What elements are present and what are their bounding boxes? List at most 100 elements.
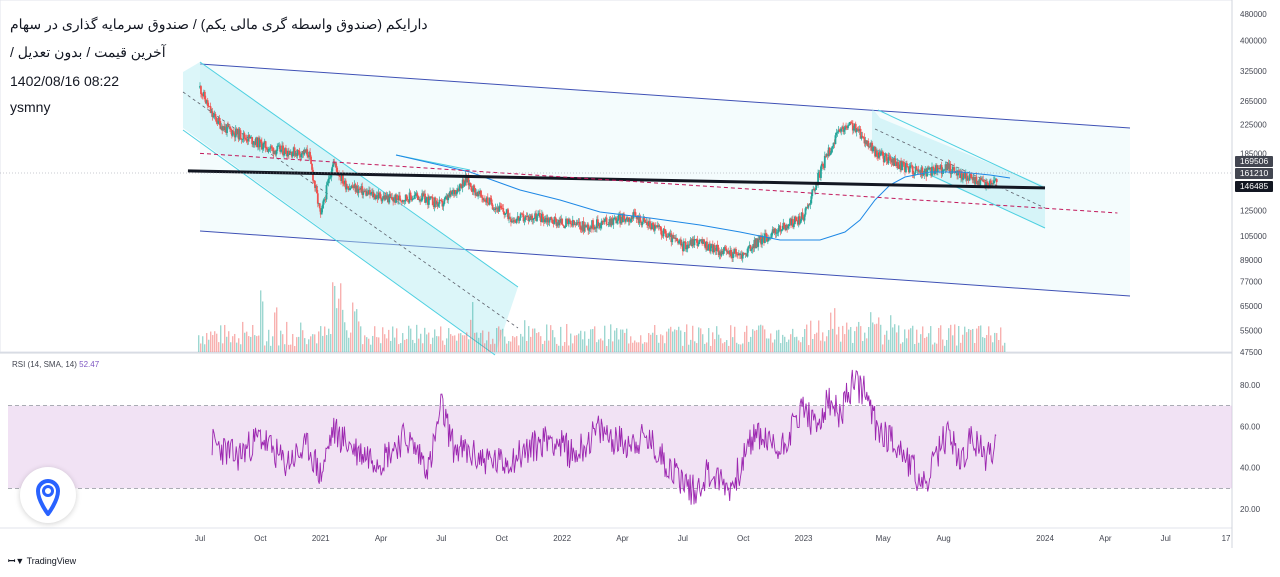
candle-body [849,122,852,123]
volume-bar [428,332,430,352]
candle-body [600,220,603,226]
candle-body [716,244,719,248]
candle-body [792,219,794,228]
volume-bar [636,342,638,352]
volume-bar [670,326,672,352]
candle-body [944,164,947,170]
candle-body [266,149,269,152]
candle-body [785,224,788,231]
volume-bar [542,344,544,352]
candle-body [569,220,572,225]
app-badge[interactable] [20,467,76,523]
candle-body [782,222,785,230]
candle-body [714,249,717,251]
chart-datetime: 1402/08/16 08:22 [8,73,121,89]
candle-body [278,145,281,147]
candle-body [570,224,573,226]
candle-body [255,137,257,145]
candle-body [883,155,886,163]
volume-bar [574,335,576,352]
candle-body [913,173,916,175]
candle-body [889,157,892,161]
candle-body [954,172,957,174]
volume-bar [628,343,630,352]
volume-bar [782,334,784,352]
volume-bar [680,330,682,352]
candle-body [593,228,595,230]
volume-bar [306,344,308,352]
candle-body [820,166,822,178]
candle-body [534,213,537,219]
candle-body [921,167,924,176]
candle-body [536,215,538,221]
candle-body [548,220,551,223]
candle-body [511,220,514,222]
candle-body [917,169,920,172]
candle-body [629,219,632,222]
candle-body [250,137,253,138]
volume-bar [230,342,232,352]
axes: 4800004000003250002650002250001850001500… [195,10,1273,543]
price-axis-tick-label: 89000 [1240,256,1263,265]
candle-body [458,184,461,192]
candle-body [246,140,249,142]
candle-body [327,178,330,184]
candle-body [864,140,867,144]
candle-body [680,239,682,246]
candle-body [427,197,429,205]
volume-bar [264,345,266,352]
candle-body [737,253,740,256]
candle-body [574,223,577,225]
candle-body [906,166,909,168]
tradingview-logo[interactable]: ꟷ▼ TradingView [8,554,76,567]
volume-bar [272,336,274,352]
volume-bar [758,325,760,352]
candle-body [861,135,864,137]
volume-bar [362,344,364,352]
candle-body [242,133,245,140]
candle-body [852,128,855,131]
volume-bar [414,343,416,352]
volume-bar [876,323,878,352]
volume-bar [816,332,818,352]
volume-bar [280,330,282,352]
candle-body [268,148,271,150]
volume-bar [692,325,694,352]
candle-body [431,197,434,206]
volume-bar [552,330,554,352]
candle-body [819,171,821,178]
candle-body [915,166,918,171]
candle-body [771,229,774,233]
volume-bar [774,339,776,352]
candle-body [204,99,207,104]
candle-body [297,149,300,151]
candle-body [363,191,366,192]
candle-body [679,239,681,241]
volume-bar [656,334,658,352]
candle-body [543,219,546,223]
candle-body [763,236,765,243]
candle-body [478,191,480,195]
rsi-legend[interactable]: RSI (14, SMA, 14) 52.47 [12,360,99,369]
candle-body [573,223,576,225]
candle-body [995,179,998,183]
candle-body [367,191,369,195]
candle-body [300,153,303,158]
candle-body [962,177,964,180]
candle-body [377,192,380,199]
volume-bar [386,338,388,352]
candle-body [870,142,873,147]
candle-body [670,233,673,243]
candle-body [887,156,890,164]
volume-bar [852,342,854,352]
candle-body [238,130,241,140]
candle-body [517,216,520,221]
volume-bar [1004,342,1006,352]
candle-body [553,217,556,224]
candle-body [751,246,754,250]
candle-body [635,216,638,219]
candle-body [672,234,675,239]
candle-body [555,219,558,226]
